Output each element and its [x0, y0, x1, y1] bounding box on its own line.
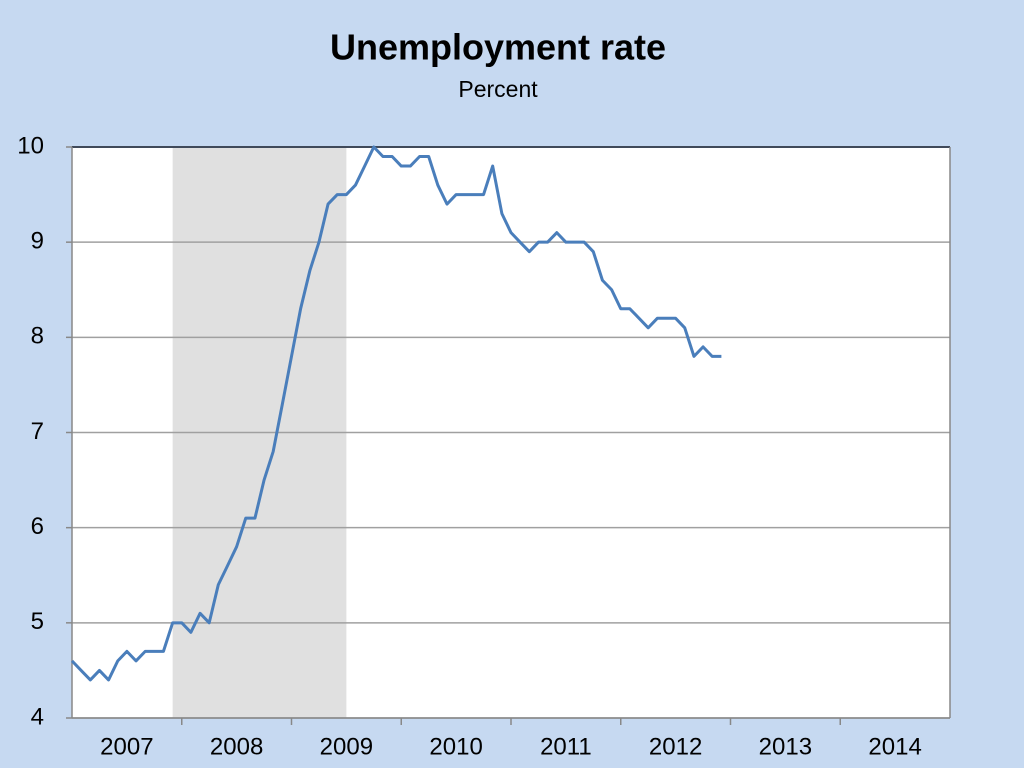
x-tick-label: 2014	[868, 733, 921, 760]
y-tick-label: 5	[31, 608, 44, 635]
y-tick-label: 8	[31, 323, 44, 350]
chart-subtitle: Percent	[458, 76, 538, 102]
y-tick-label: 10	[17, 132, 44, 159]
x-tick-label: 2013	[759, 733, 812, 760]
x-tick-label: 2010	[429, 733, 482, 760]
y-tick-label: 6	[31, 513, 44, 540]
y-tick-label: 9	[31, 228, 44, 255]
x-tick-label: 2009	[320, 733, 373, 760]
x-tick-label: 2012	[649, 733, 702, 760]
y-tick-label: 7	[31, 418, 44, 445]
x-tick-label: 2008	[210, 733, 263, 760]
x-tick-label: 2011	[540, 733, 592, 760]
chart-title: Unemployment rate	[330, 27, 666, 68]
y-tick-label: 4	[31, 703, 44, 730]
x-tick-label: 2007	[100, 733, 153, 760]
data-line	[70, 145, 722, 682]
